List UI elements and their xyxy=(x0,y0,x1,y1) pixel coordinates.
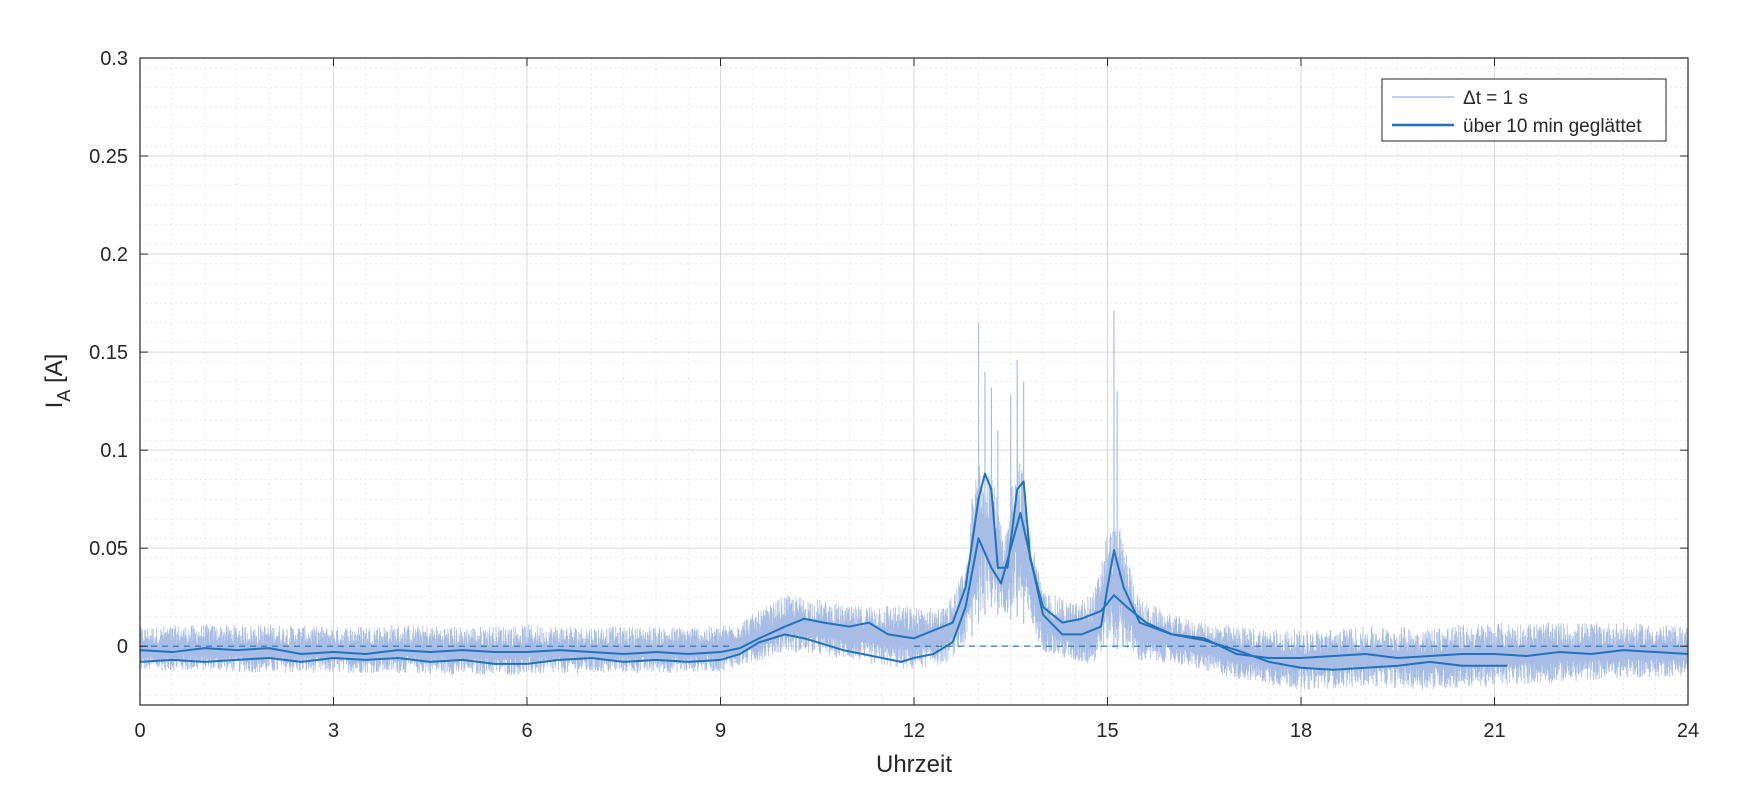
x-tick-label: 12 xyxy=(903,720,925,742)
x-tick-label: 3 xyxy=(328,720,339,742)
y-tick-label: 0.3 xyxy=(100,48,128,70)
x-tick-label: 9 xyxy=(715,720,726,742)
y-tick-label: 0.05 xyxy=(89,538,128,560)
y-axis-label-unit: [A] xyxy=(41,354,68,390)
x-tick-label: 0 xyxy=(134,720,145,742)
x-tick-label: 15 xyxy=(1096,720,1118,742)
legend: Δt = 1 s über 10 min geglättet xyxy=(1381,78,1667,142)
y-tick-label: 0.15 xyxy=(89,342,128,364)
raw-series-line xyxy=(139,448,1689,690)
legend-box xyxy=(1381,78,1667,142)
x-axis-label: Uhrzeit xyxy=(876,751,952,778)
y-tick-label: 0.2 xyxy=(100,244,128,266)
y-tick-label: 0.25 xyxy=(89,146,128,168)
y-axis: 0 0.05 0.1 0.15 0.2 0.25 0.3 xyxy=(89,48,1688,658)
y-tick-label: 0.1 xyxy=(100,440,128,462)
legend-entry-smooth: über 10 min geglättet xyxy=(1463,116,1642,137)
y-axis-label-subscript: A xyxy=(54,390,74,402)
x-tick-label: 6 xyxy=(521,720,532,742)
y-axis-label-symbol: I xyxy=(41,402,68,409)
smooth-series-layer xyxy=(139,472,1689,671)
x-tick-label: 24 xyxy=(1677,720,1699,742)
legend-entry-raw: Δt = 1 s xyxy=(1463,88,1528,109)
smooth-series-line-1 xyxy=(139,472,1689,659)
x-tick-label: 18 xyxy=(1290,720,1312,742)
smooth-series-line-2 xyxy=(139,511,1508,671)
y-tick-label: 0 xyxy=(117,636,128,658)
x-axis: 0 3 6 9 12 15 18 21 24 xyxy=(134,58,1699,742)
y-axis-label: IA [A] xyxy=(41,354,74,409)
x-tick-label: 21 xyxy=(1483,720,1505,742)
